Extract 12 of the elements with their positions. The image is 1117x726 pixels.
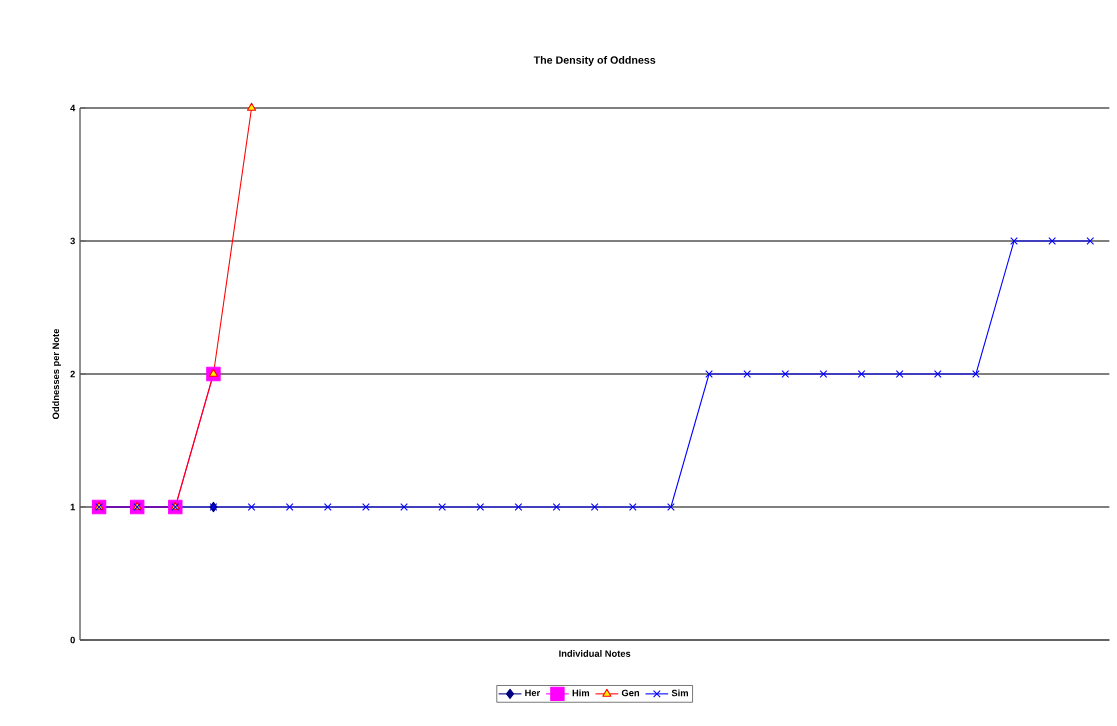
y-tick-label: 3 [70, 237, 75, 245]
y-tick-label: 4 [70, 104, 76, 112]
y-axis-title: Oddnesses per Note [52, 328, 61, 420]
legend-label: Sim [671, 689, 688, 697]
y-tick-label: 1 [70, 503, 76, 511]
legend-label: Him [572, 689, 590, 697]
x-axis-title: Individual Notes [559, 650, 631, 657]
chart-title: The Density of Oddness [533, 56, 656, 66]
y-tick-label: 2 [70, 370, 75, 378]
legend-label: Her [525, 689, 541, 697]
y-tick-label: 0 [70, 636, 75, 644]
legend-label: Gen [621, 689, 640, 697]
